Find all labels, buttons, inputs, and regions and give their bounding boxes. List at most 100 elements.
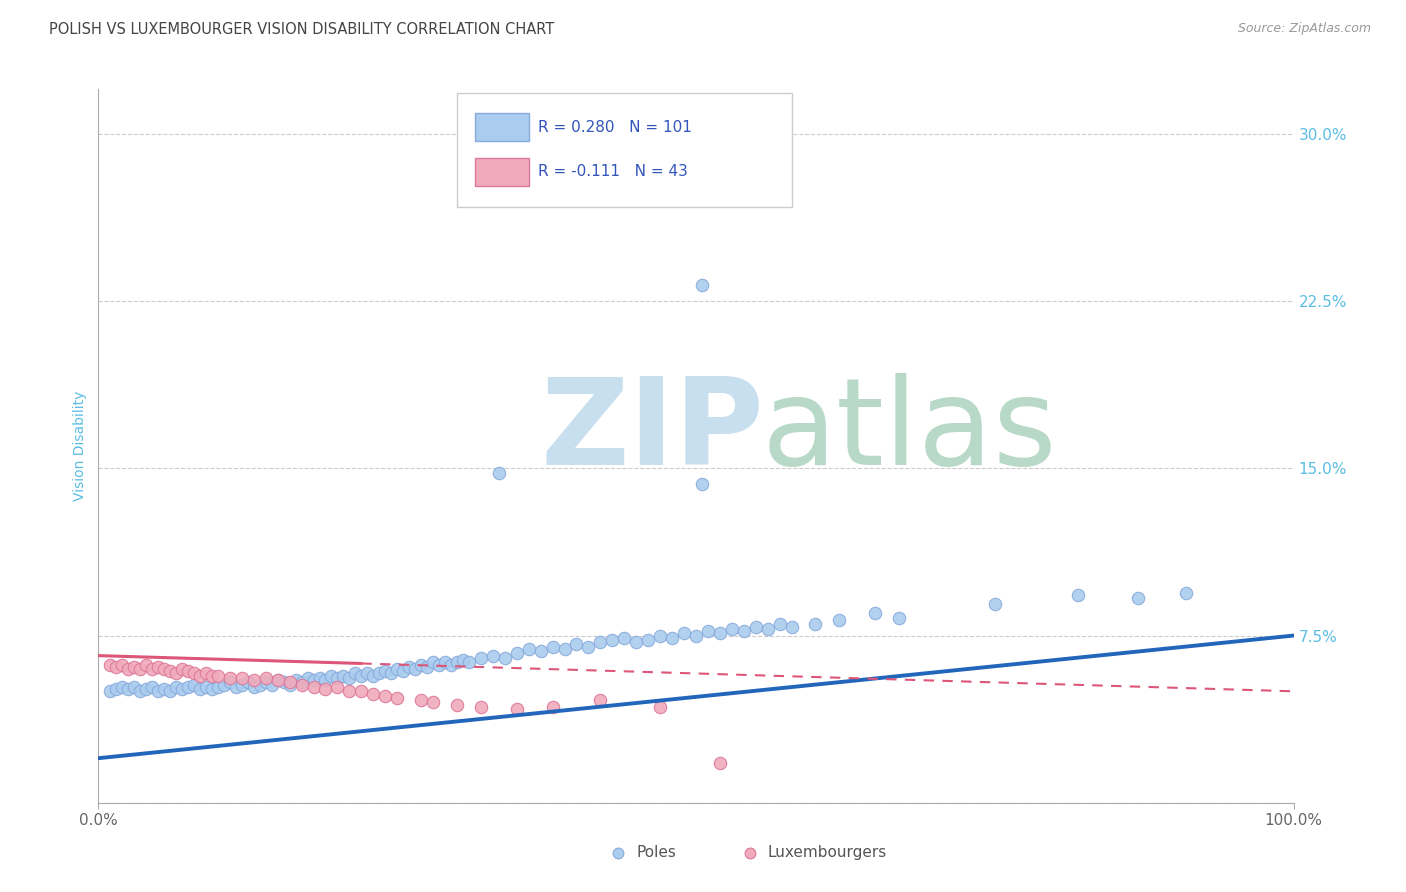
Point [768, 617, 790, 632]
Point [302, 673, 325, 687]
Point [172, 681, 194, 696]
Point [129, 662, 152, 676]
Point [446, 655, 468, 669]
Point [267, 673, 290, 687]
Point [529, 644, 551, 658]
Text: Source: ZipAtlas.com: Source: ZipAtlas.com [1237, 22, 1371, 36]
FancyBboxPatch shape [475, 159, 529, 186]
Point [385, 690, 409, 705]
Point [745, 619, 768, 633]
Point [105, 660, 128, 674]
Point [470, 699, 492, 714]
Point [433, 655, 456, 669]
Point [661, 631, 683, 645]
Point [148, 684, 170, 698]
Point [201, 681, 224, 696]
Point [135, 681, 157, 696]
Point [494, 651, 516, 665]
Point [188, 681, 211, 696]
Point [225, 680, 247, 694]
Point [350, 669, 373, 683]
Point [302, 680, 325, 694]
Point [207, 669, 229, 683]
Point [709, 756, 731, 770]
Point [165, 680, 187, 694]
Point [308, 671, 330, 685]
Point [613, 631, 636, 645]
Point [517, 642, 540, 657]
Point [337, 671, 360, 685]
Point [685, 628, 707, 642]
Point [446, 698, 468, 712]
Point [1175, 586, 1198, 600]
Point [297, 671, 319, 685]
Point [141, 662, 163, 676]
Point [385, 662, 409, 676]
Point [273, 675, 295, 690]
Point [124, 660, 146, 674]
Point [600, 633, 623, 648]
Point [236, 675, 259, 690]
Point [105, 681, 128, 696]
Point [458, 655, 481, 669]
Point [565, 637, 588, 651]
Point [278, 675, 301, 690]
Point [368, 666, 391, 681]
Point [194, 680, 217, 694]
Text: atlas: atlas [762, 373, 1057, 491]
Point [194, 666, 217, 681]
Point [254, 671, 277, 685]
Text: Luxembourgers: Luxembourgers [768, 846, 887, 860]
Point [363, 687, 385, 701]
Point [284, 673, 307, 687]
Point [637, 633, 659, 648]
Point [690, 476, 713, 491]
Point [98, 684, 122, 698]
FancyBboxPatch shape [475, 113, 529, 141]
Point [249, 678, 271, 692]
Point [576, 640, 599, 654]
Point [254, 675, 277, 690]
Point [177, 664, 200, 679]
Point [201, 669, 224, 683]
Point [111, 657, 134, 672]
Point [828, 613, 851, 627]
Point [780, 619, 803, 633]
Point [416, 660, 439, 674]
Point [1128, 591, 1150, 605]
Point [243, 673, 266, 687]
Point [673, 626, 696, 640]
Point [863, 607, 886, 621]
Point [135, 657, 157, 672]
Point [337, 684, 360, 698]
Point [172, 662, 194, 676]
Point [541, 640, 564, 654]
Point [411, 657, 433, 672]
Point [219, 675, 242, 690]
Point [321, 669, 343, 683]
Point [648, 628, 672, 642]
Point [117, 662, 139, 676]
Point [315, 681, 337, 696]
Point [141, 680, 163, 694]
Text: Poles: Poles [636, 846, 676, 860]
Point [111, 680, 134, 694]
Point [159, 684, 181, 698]
Point [117, 681, 139, 696]
Point [983, 598, 1005, 612]
Point [260, 678, 283, 692]
Point [290, 678, 312, 692]
Point [541, 699, 564, 714]
Point [326, 671, 349, 685]
Point [183, 666, 205, 681]
Point [380, 666, 402, 681]
Point [374, 689, 396, 703]
Point [697, 624, 720, 639]
Point [398, 660, 420, 674]
Point [290, 675, 312, 690]
Point [153, 662, 176, 676]
Point [124, 680, 146, 694]
Point [589, 635, 612, 649]
Point [129, 684, 152, 698]
Point [804, 617, 827, 632]
